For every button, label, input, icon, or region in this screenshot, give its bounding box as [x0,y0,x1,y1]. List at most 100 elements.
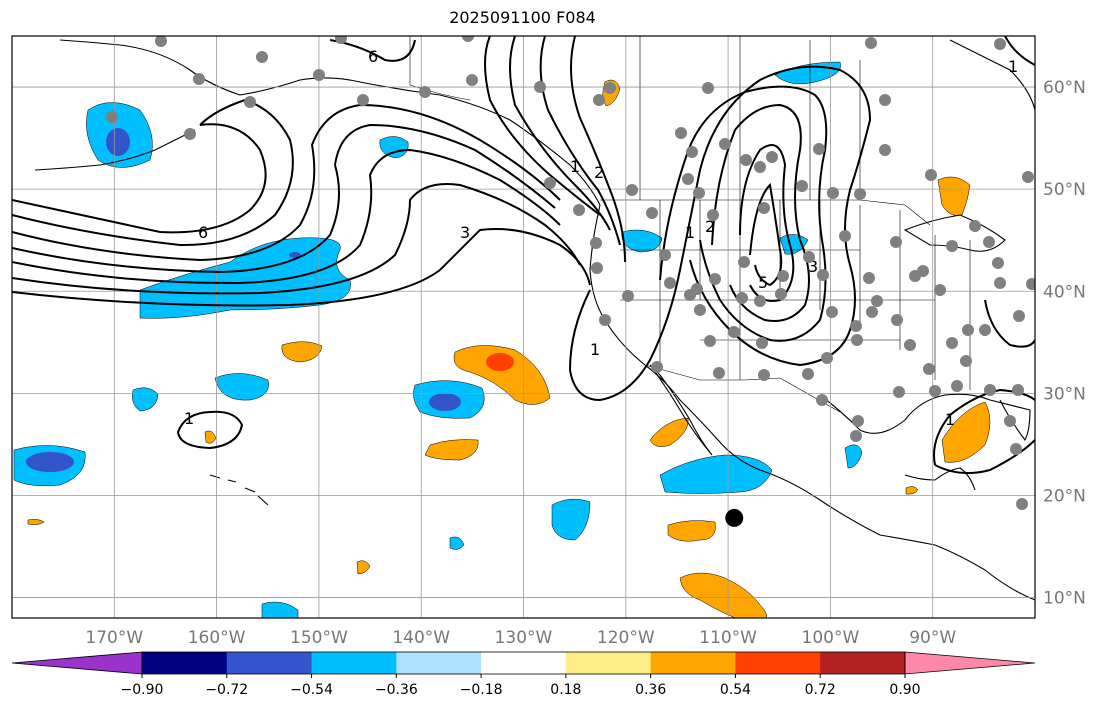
station-marker [754,295,766,307]
station-markers [106,36,1035,510]
station-marker [758,202,770,214]
longitude-labels: 170°W 160°W 150°W 140°W 130°W 120°W 110°W 100°W… [85,628,956,648]
contour-line [12,123,556,274]
contour-label: 1 [590,340,600,359]
station-marker [871,295,883,307]
colorbar-tick-label: −0.54 [290,682,333,698]
anomaly-area [27,519,45,525]
colorbar-tick-label: −0.18 [460,682,503,698]
anomaly-area [132,387,159,412]
station-marker [713,367,725,379]
station-marker [702,82,714,94]
station-marker [466,74,478,86]
contour-line [659,85,828,342]
coastlines [34,39,1035,601]
contour-label: 1 [945,410,955,429]
station-marker [893,386,905,398]
station-marker [969,220,981,232]
colorbar-segment [226,652,313,674]
contour-label: 2 [705,217,715,236]
contour-line [12,148,561,285]
station-marker [813,143,825,155]
station-marker [758,369,770,381]
contour-line [12,228,591,307]
station-marker [462,36,474,42]
station-marker [890,236,902,248]
station-marker [1022,171,1034,183]
station-marker [357,94,369,106]
station-marker [693,187,705,199]
colorbar-segment [142,652,228,674]
contour-line [739,144,795,302]
station-marker [728,326,740,338]
contour-label: 1 [570,157,580,176]
contour-line [539,36,621,246]
station-marker [796,180,808,192]
contour-line [749,182,783,287]
west-coast [589,204,1035,601]
station-marker [193,73,205,85]
station-marker [1012,384,1024,396]
contour-label: 6 [368,47,378,66]
colorbar-extend-high [904,651,1036,675]
colorbar-tick-label: 0.72 [805,682,836,698]
station-marker [863,272,875,284]
station-marker [313,69,325,81]
station-marker [879,94,891,106]
station-marker [659,249,671,261]
contour-label: 5 [758,273,768,292]
lon-label: 140°W [392,628,450,648]
station-marker [155,36,167,47]
station-marker [626,184,638,196]
contour-line [484,36,601,216]
anomaly-area [844,444,863,469]
colorbar-tick-label: −0.72 [205,682,248,698]
colorbar-outline [141,651,906,675]
station-marker [852,415,864,427]
yucatan [904,467,976,491]
station-marker [335,36,347,44]
anomaly-area [281,341,323,363]
station-marker [675,127,687,139]
anomaly-area [937,176,971,216]
contour-line [711,103,810,322]
contour-line [12,183,581,295]
anomaly-area [774,61,841,85]
station-marker [994,277,1006,289]
station-marker [983,236,995,248]
station-marker [854,188,866,200]
florida [999,399,1031,442]
lat-label: 40°N [1043,282,1086,302]
contour-line [12,98,294,247]
station-marker [646,207,658,219]
station-marker [777,270,789,282]
alaska-border [409,36,471,101]
colorbar-segment [735,652,821,674]
contour-label: 2 [594,163,604,182]
station-marker [891,314,903,326]
station-marker [803,251,815,263]
contour-label: 1 [685,223,695,242]
station-marker [766,151,778,163]
colorbar-tick-label: −0.90 [121,682,164,698]
station-marker [923,363,935,375]
colorbar-segment [650,652,736,674]
station-marker [738,256,750,268]
baja-california [649,364,713,456]
gridlines [12,36,1035,618]
station-marker [419,86,431,98]
anomaly-area [26,452,74,472]
station-marker [544,177,556,189]
contour-lines [12,36,1035,475]
lon-label: 120°W [597,628,655,648]
contour-line [568,65,872,402]
station-marker [992,257,1004,269]
colorbar-segment [481,652,567,674]
station-marker [850,320,862,332]
lon-label: 130°W [495,628,553,648]
contour-line [570,36,626,263]
station-marker [994,38,1006,50]
colorbar-segment [820,652,906,674]
station-marker [740,154,752,166]
